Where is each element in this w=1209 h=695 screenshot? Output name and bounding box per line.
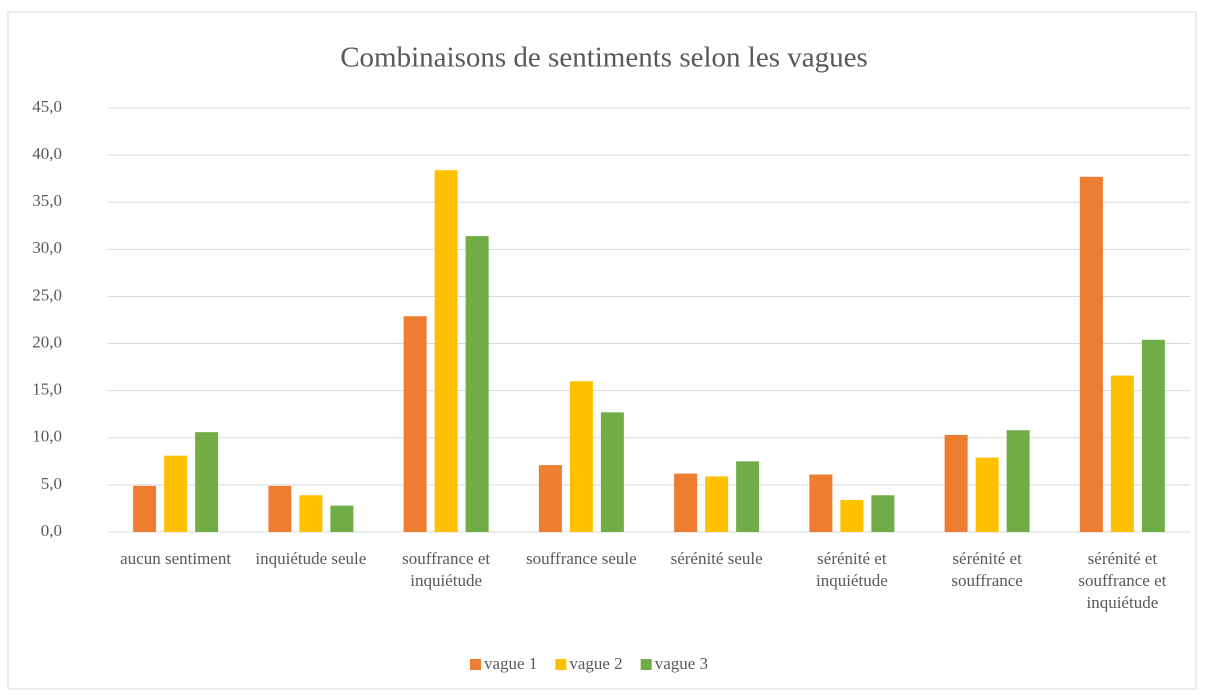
chart-title: Combinaisons de sentiments selon les vag… <box>340 42 868 74</box>
x-tick-label: inquiétude seule <box>255 549 367 568</box>
bar <box>736 461 760 532</box>
bar <box>600 412 624 532</box>
y-tick-label: 15,0 <box>32 380 62 399</box>
bar <box>164 455 188 532</box>
x-tick-label: souffrance seule <box>526 549 637 568</box>
x-tick-label: sérénité et inquiétude <box>815 549 888 590</box>
bar <box>569 381 593 532</box>
y-tick-label: 35,0 <box>32 191 62 210</box>
bar <box>944 434 968 532</box>
bar <box>299 495 323 532</box>
bar <box>840 499 864 532</box>
legend-label: vague 3 <box>655 654 708 673</box>
x-tick-label: sérénité et souffrance <box>951 549 1023 590</box>
y-tick-label: 40,0 <box>32 144 62 163</box>
bar <box>705 476 729 532</box>
legend-label: vague 1 <box>484 654 537 673</box>
bar <box>1141 339 1165 532</box>
y-tick-label: 20,0 <box>32 332 62 351</box>
bar <box>1006 430 1030 532</box>
x-tick-label: souffrance et inquiétude <box>402 549 491 590</box>
bar <box>434 170 458 533</box>
x-tick-label: sérénité seule <box>670 549 763 568</box>
y-tick-label: 30,0 <box>32 238 62 257</box>
legend-swatch <box>470 659 481 670</box>
bar <box>1110 375 1134 532</box>
bar <box>268 485 292 532</box>
bar <box>403 316 427 532</box>
bar <box>674 473 698 532</box>
legend-swatch <box>640 659 652 670</box>
legend-label: vague 2 <box>569 654 622 673</box>
y-tick-label: 10,0 <box>32 427 62 446</box>
bar <box>975 457 999 532</box>
legend-swatch <box>555 659 567 670</box>
y-tick-label: 0,0 <box>41 521 62 540</box>
bar <box>195 432 219 532</box>
bar <box>133 485 157 532</box>
bar <box>871 495 895 532</box>
x-tick-label: sérénité et souffrance et inquiétude <box>1078 549 1167 612</box>
bar <box>809 474 833 532</box>
x-tick-label: aucun sentiment <box>120 549 232 568</box>
bar <box>1079 176 1103 532</box>
chart-border <box>7 11 1197 690</box>
y-tick-label: 45,0 <box>32 97 62 116</box>
bar <box>465 236 489 533</box>
bar <box>538 465 562 532</box>
bar <box>330 505 354 532</box>
y-tick-label: 25,0 <box>32 285 62 304</box>
y-tick-label: 5,0 <box>41 474 62 493</box>
